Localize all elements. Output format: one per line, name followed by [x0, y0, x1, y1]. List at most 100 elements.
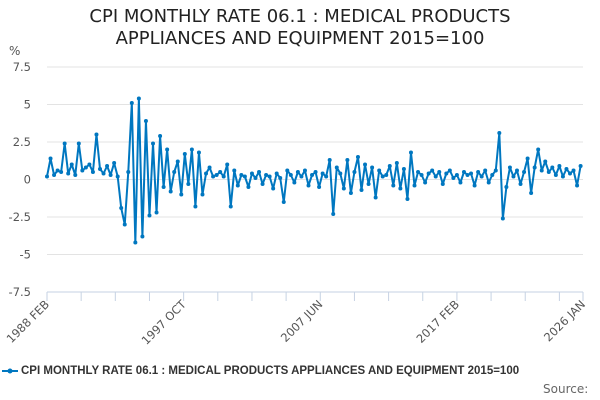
data-point [430, 168, 435, 173]
data-point [458, 180, 463, 185]
data-point [331, 212, 336, 216]
chart-title-line-2: APPLIANCES AND EQUIPMENT 2015=100 [115, 28, 485, 49]
data-point [334, 165, 339, 170]
y-tick-label: 7.5 [13, 60, 31, 74]
data-point [267, 174, 272, 179]
data-point [416, 170, 421, 174]
data-point [317, 185, 322, 189]
data-point [165, 147, 170, 152]
data-point [76, 141, 81, 146]
data-point [306, 183, 311, 188]
data-point [578, 164, 583, 168]
data-point [140, 234, 145, 239]
data-point [94, 132, 99, 137]
data-point [398, 186, 403, 191]
data-point [493, 168, 498, 173]
data-point [486, 180, 491, 185]
data-point [384, 173, 389, 177]
data-point [447, 168, 452, 173]
data-point [292, 180, 297, 185]
data-point [228, 204, 233, 209]
data-point [567, 171, 572, 176]
data-point [514, 168, 519, 173]
data-point [260, 182, 265, 186]
data-point [98, 167, 103, 171]
data-point [302, 168, 307, 173]
data-point [253, 176, 258, 180]
data-point [345, 158, 350, 162]
data-point [352, 170, 357, 174]
y-tick-label: 0 [24, 173, 31, 187]
data-point [66, 171, 71, 176]
data-point [348, 191, 353, 195]
data-point [80, 168, 85, 173]
data-point [341, 186, 346, 191]
data-point [550, 165, 555, 170]
data-point [239, 173, 244, 177]
data-point [189, 147, 194, 152]
data-point [575, 183, 580, 188]
data-point [507, 165, 512, 170]
data-point [476, 170, 481, 174]
data-point [119, 206, 124, 210]
data-point [391, 183, 396, 188]
data-point [90, 170, 95, 174]
data-point [281, 200, 286, 204]
data-point [186, 182, 191, 186]
data-point [564, 167, 569, 171]
data-point [278, 176, 283, 180]
data-point [52, 173, 57, 177]
data-point [48, 156, 53, 161]
data-point [451, 176, 456, 180]
data-point [373, 195, 378, 200]
data-point [504, 185, 509, 189]
data-point [133, 240, 138, 245]
data-point [175, 159, 180, 164]
data-point [154, 210, 159, 215]
data-point [246, 185, 251, 189]
data-point [437, 170, 442, 174]
data-point [518, 182, 523, 186]
data-point [257, 170, 262, 174]
data-point [126, 170, 131, 174]
data-point [299, 174, 304, 179]
data-point [158, 134, 163, 138]
data-point [83, 165, 88, 170]
data-point [242, 174, 247, 179]
data-point [444, 171, 449, 176]
data-point [571, 168, 576, 173]
x-tick-label: 2017 FEB [413, 297, 462, 346]
data-point [115, 174, 120, 179]
data-point [168, 189, 173, 194]
data-point [320, 171, 325, 176]
data-point [235, 183, 240, 188]
x-tick-label: 2026 JAN [541, 297, 588, 344]
data-point [536, 147, 541, 152]
data-point [454, 173, 459, 177]
data-point [377, 168, 382, 173]
data-point [73, 173, 78, 177]
data-point [483, 168, 488, 173]
data-point [511, 174, 516, 179]
data-point [274, 171, 279, 176]
data-point [59, 170, 64, 174]
data-point [355, 155, 360, 159]
data-point [313, 170, 318, 174]
data-point [179, 192, 184, 197]
chart-title-line-1: CPI MONTHLY RATE 06.1 : MEDICAL PRODUCTS [89, 6, 511, 27]
data-point [136, 96, 141, 101]
data-point [55, 168, 60, 173]
data-point [211, 174, 216, 179]
data-point [522, 170, 527, 174]
data-point [525, 156, 530, 161]
data-point [380, 174, 385, 179]
data-point [108, 173, 113, 177]
legend-line-marker-icon [2, 368, 18, 374]
legend-item-series[interactable]: CPI MONTHLY RATE 06.1 : MEDICAL PRODUCTS… [0, 365, 600, 377]
data-point [182, 152, 187, 156]
data-point [465, 173, 470, 177]
data-point [479, 174, 484, 179]
data-point [490, 173, 495, 177]
data-point [200, 192, 205, 197]
data-point [218, 170, 223, 174]
